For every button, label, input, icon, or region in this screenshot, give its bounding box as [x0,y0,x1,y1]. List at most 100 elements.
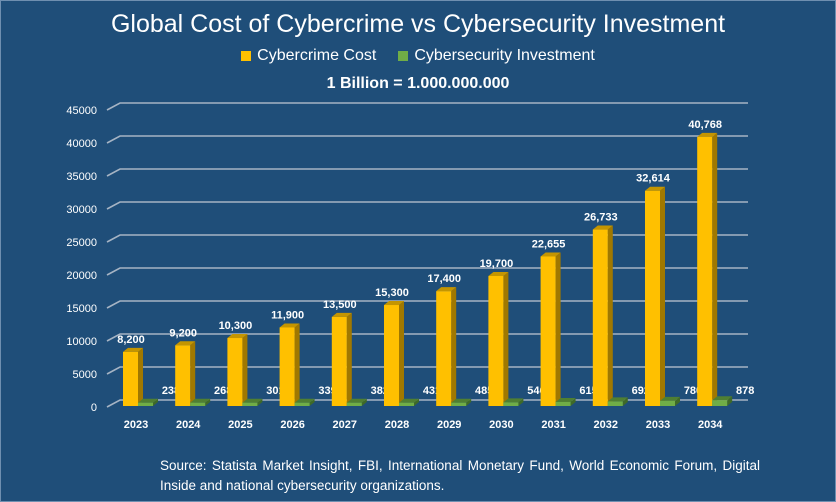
x-tick-label: 2024 [176,419,201,431]
bar-cybercrime [540,256,556,406]
legend: Cybercrime Cost Cybersecurity Investment [0,47,836,65]
chart-title: Global Cost of Cybercrime vs Cybersecuri… [110,10,726,38]
bar-investment [242,402,258,406]
y-tick-label: 40000 [66,138,97,150]
bar-cybercrime-top [645,186,665,191]
bar-investment-side [309,398,315,406]
bar-cybercrime-side [399,301,404,406]
x-tick-label: 2033 [646,419,670,431]
bar-investment [451,402,467,406]
bar-investment-top [660,396,680,401]
bar-cybercrime [384,305,399,406]
bar-investment-side [257,398,263,406]
y-tick-label: 25000 [66,237,97,249]
bar-investment [399,402,414,406]
bar-investment-side [153,398,158,406]
legend-label: Cybersecurity Investment [414,47,595,64]
x-tick-label: 2032 [594,419,618,431]
bar-cybercrime-top [227,334,248,339]
gridline [106,102,748,111]
gridline [106,135,748,144]
legend-item-investment: Cybersecurity Investment [398,47,595,65]
data-label-cybercrime: 26,733 [584,212,618,224]
bar-investment-top [451,398,472,403]
bar-cybercrime-side [242,334,248,406]
bar-investment [712,400,728,406]
bar-cybercrime-side [451,287,457,406]
bar-cybercrime-side [138,347,143,406]
bar-investment [190,402,206,406]
bar-cybercrime-top [697,132,718,137]
x-tick-label: 2031 [541,419,565,431]
bar-cybercrime-side [607,225,613,406]
x-tick-label: 2026 [280,419,304,431]
gridline [106,333,748,342]
x-tick-label: 2029 [437,419,461,431]
bar-cybercrime [227,338,243,406]
gridline [106,366,748,375]
bar-investment [555,401,571,406]
bar-investment-top [503,398,524,403]
bar-cybercrime [645,190,660,406]
x-tick-label: 2028 [385,419,409,431]
gridline [106,234,748,243]
x-tick-label: 2025 [228,419,252,431]
bar-cybercrime [123,351,138,406]
gridline [106,300,748,309]
bar-investment-top [138,398,158,403]
bar-cybercrime-top [279,323,300,328]
bar-investment-top [346,398,367,403]
bar-cybercrime-side [712,132,718,406]
data-label-cybercrime: 22,655 [532,238,566,250]
data-label-cybercrime: 8,200 [117,334,145,346]
gridline [106,168,748,177]
bar-investment-top [399,398,419,403]
legend-swatch-investment [398,50,409,61]
bar-investment-side [466,398,472,406]
bar-cybercrime [331,316,347,406]
x-tick-label: 2034 [698,419,723,431]
source-note: Source: Statista Market Insight, FBI, In… [160,458,760,493]
legend-label: Cybercrime Cost [257,47,377,64]
bar-cybercrime-side [503,271,509,406]
bar-cybercrime-side [190,341,196,406]
bar-investment-side [675,396,680,406]
data-label-cybercrime: 10,300 [219,320,253,332]
y-tick-label: 5000 [73,369,97,381]
bar-cybercrime-side [660,186,665,406]
bar-investment-side [414,398,419,406]
bar-investment-top [190,398,211,403]
bar-cybercrime-top [175,341,196,346]
bar-cybercrime [279,327,295,406]
bar-cybercrime-top [331,312,352,317]
bar-cybercrime-top [384,301,404,306]
bar-investment [503,402,519,406]
bar-investment-top [555,397,576,402]
chart-subtitle: 1 Billion = 1.000.000.000 [326,75,510,92]
bar-investment-side [727,396,733,406]
data-label-investment: 878 [736,385,754,397]
data-label-cybercrime: 19,700 [480,258,514,270]
gridline [106,399,748,408]
bar-cybercrime [436,291,452,406]
data-label-cybercrime: 32,614 [636,173,671,185]
bar-cybercrime [592,229,608,406]
bar-cybercrime-top [436,287,457,292]
bar-investment [660,400,675,406]
bar-investment-side [205,398,211,406]
bar-investment [138,402,153,406]
y-tick-label: 20000 [66,270,97,282]
x-tick-label: 2023 [124,419,148,431]
bar-investment [607,401,623,406]
bar-investment-top [294,398,315,403]
y-tick-label: 0 [91,402,97,414]
bar-cybercrime-side [294,323,300,406]
gridline [106,201,748,210]
bar-investment [294,402,310,406]
bar-investment-top [242,398,263,403]
legend-item-cybercrime: Cybercrime Cost [241,47,376,65]
bar-investment-side [518,398,524,406]
data-label-cybercrime: 17,400 [427,273,461,285]
bar-investment-top [607,397,628,402]
